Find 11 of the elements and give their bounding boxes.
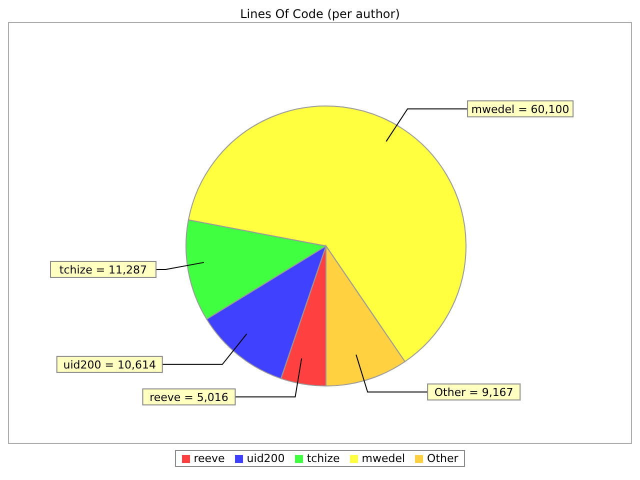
legend-label: mwedel xyxy=(360,452,406,465)
data-label: mwedel = 60,100 xyxy=(471,102,570,116)
data-label: tchize = 11,287 xyxy=(59,263,148,276)
chart-title: Lines Of Code (per author) xyxy=(239,7,401,22)
data-label: uid200 = 10,614 xyxy=(63,358,156,372)
legend-label: tchize xyxy=(306,452,340,465)
data-label: Other = 9,167 xyxy=(434,386,514,399)
legend-label: Other xyxy=(426,452,458,465)
data-label: reeve = 5,016 xyxy=(150,390,228,404)
legend-label: uid200 xyxy=(246,452,285,465)
legend-label: reeve xyxy=(192,452,225,465)
